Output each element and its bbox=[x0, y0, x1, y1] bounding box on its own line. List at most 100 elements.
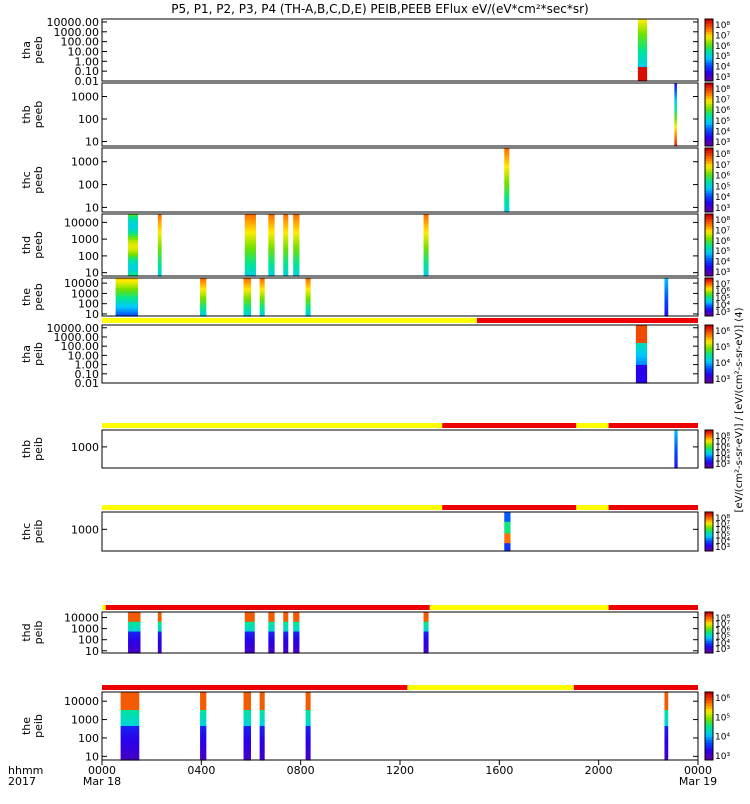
spectrogram-cell bbox=[244, 226, 256, 229]
colorbar-tick-label: 10³ bbox=[715, 543, 730, 553]
status-segment bbox=[573, 685, 698, 690]
spectrogram-cell bbox=[674, 460, 678, 463]
spectrogram-cell bbox=[664, 752, 669, 755]
spectrogram-cell bbox=[120, 698, 140, 701]
colorbar-cell bbox=[705, 528, 713, 531]
colorbar-cell bbox=[705, 692, 713, 696]
spectrogram-cell bbox=[637, 75, 648, 78]
spectrogram-cell bbox=[635, 335, 648, 338]
spectrogram-cell bbox=[674, 434, 678, 437]
spectrogram-cell bbox=[259, 294, 265, 297]
spectrogram-cell bbox=[259, 698, 265, 701]
spectrogram-cell bbox=[423, 625, 429, 629]
spectrogram-cell bbox=[293, 268, 300, 271]
spectrogram-cell bbox=[293, 619, 300, 623]
spectrogram-cell bbox=[283, 647, 289, 650]
spectrogram-cell bbox=[157, 621, 162, 625]
spectrogram-cell bbox=[635, 329, 648, 332]
spectrogram-cell bbox=[243, 756, 251, 759]
colorbar-cell bbox=[705, 166, 713, 170]
colorbar-tick-label: 10³ bbox=[715, 73, 730, 83]
spectrogram-cell bbox=[305, 758, 311, 761]
spectrogram-cell bbox=[635, 373, 648, 376]
spectrogram-cell bbox=[283, 266, 289, 269]
spectrogram-cell bbox=[268, 232, 275, 235]
colorbar-cell bbox=[705, 300, 713, 303]
spectrogram-cell bbox=[674, 84, 677, 88]
spectrogram-cell bbox=[664, 692, 669, 695]
panel-label: thepeib bbox=[20, 714, 45, 738]
spectrogram-cell bbox=[423, 651, 429, 654]
spectrogram-cell bbox=[243, 300, 251, 303]
spectrogram-cell bbox=[293, 615, 300, 619]
spectrogram-cell bbox=[423, 266, 429, 269]
spectrogram-cell bbox=[293, 649, 300, 652]
spectrogram-cell bbox=[674, 122, 677, 125]
colorbar-cell bbox=[705, 697, 713, 701]
colorbar-cell bbox=[705, 304, 713, 307]
colorbar-cell bbox=[705, 42, 713, 46]
spectrogram-cell bbox=[157, 274, 162, 277]
colorbar-cell bbox=[705, 439, 713, 442]
spectrogram-cell bbox=[293, 643, 300, 646]
colorbar-tick-label: 10⁴ bbox=[715, 193, 730, 203]
spectrogram-cell bbox=[200, 748, 207, 751]
colorbar-cell bbox=[705, 637, 713, 640]
spectrogram-cell bbox=[243, 692, 251, 695]
colorbar-cell bbox=[705, 122, 713, 126]
spectrogram-cell bbox=[283, 645, 289, 648]
spectrogram-cell bbox=[128, 250, 139, 253]
spectrogram-cell bbox=[128, 268, 139, 271]
spectrogram-cell bbox=[259, 290, 265, 293]
colorbar-cell bbox=[705, 106, 713, 110]
colorbar-cell bbox=[705, 265, 713, 269]
spectrogram-cell bbox=[674, 120, 677, 123]
spectrogram-cell bbox=[268, 623, 275, 627]
spectrogram-cell bbox=[283, 248, 289, 251]
spectrogram-cell bbox=[674, 438, 678, 441]
spectrogram-cell bbox=[259, 302, 265, 305]
colorbar-cell bbox=[705, 325, 713, 328]
spectrogram-cell bbox=[259, 308, 265, 311]
spectrogram-cell bbox=[637, 27, 648, 30]
spectrogram-cell bbox=[200, 302, 207, 305]
panel-frame bbox=[101, 213, 699, 277]
panel-label: thdpeeb bbox=[20, 231, 45, 259]
spectrogram-cell bbox=[200, 730, 207, 733]
spectrogram-cell bbox=[120, 704, 140, 707]
spectrogram-cell bbox=[243, 308, 251, 311]
spectrogram-cell bbox=[128, 625, 141, 629]
colorbar-cell bbox=[705, 90, 713, 94]
spectrogram-cell bbox=[423, 612, 429, 615]
spectrogram-cell bbox=[664, 306, 669, 309]
spectrogram-cell bbox=[243, 702, 251, 705]
status-segment bbox=[442, 423, 577, 428]
colorbar-cell bbox=[705, 512, 713, 515]
colorbar-cell bbox=[705, 533, 713, 536]
spectrogram-cell bbox=[115, 294, 139, 297]
spectrogram-cell bbox=[200, 298, 207, 301]
spectrogram-cell bbox=[243, 310, 251, 313]
spectrogram-burst bbox=[305, 692, 311, 761]
spectrogram-cell bbox=[157, 623, 162, 627]
spectrogram-cell bbox=[305, 700, 311, 703]
spectrogram-cell bbox=[268, 246, 275, 249]
spectrogram-cell bbox=[293, 258, 300, 261]
spectrogram-cell bbox=[293, 266, 300, 269]
spectrogram-cell bbox=[243, 716, 251, 719]
spectrogram-cell bbox=[268, 234, 275, 237]
colorbar-frame bbox=[704, 147, 714, 213]
spectrogram-cell bbox=[120, 720, 140, 723]
colorbar-cell bbox=[705, 55, 713, 59]
spectrogram-cell bbox=[115, 308, 139, 311]
spectrogram-cell bbox=[244, 262, 256, 265]
colorbar-cell bbox=[705, 289, 713, 292]
spectrogram-burst bbox=[283, 612, 289, 654]
spectrogram-cell bbox=[128, 226, 139, 229]
spectrogram-cell bbox=[157, 262, 162, 265]
spectrogram-cell bbox=[664, 724, 669, 727]
y-tick-label: 0.01 bbox=[75, 377, 100, 390]
status-segment bbox=[608, 605, 698, 610]
spectrogram-cell bbox=[157, 266, 162, 269]
